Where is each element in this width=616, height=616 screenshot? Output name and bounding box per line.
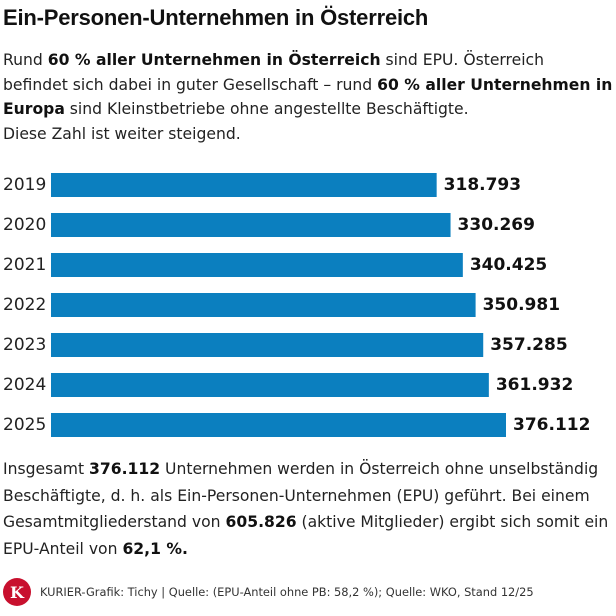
summary-text-part: (aktive Mitglieder) ergibt sich somit ei… (3, 513, 609, 558)
intro-text: Rund 60 % aller Unternehmen in Österreic… (3, 48, 613, 146)
value-label: 357.285 (490, 335, 567, 355)
year-label: 2023 (3, 335, 46, 355)
summary-highlight-members: 605.826 (225, 513, 297, 531)
bar-2022 (51, 293, 476, 317)
summary-highlight-share: 62,1 %. (122, 539, 188, 558)
intro-highlight-europe: 60 % aller Unternehmen in Europa (3, 75, 613, 119)
summary-text: Insgesamt 376.112 Unternehmen werden in … (3, 456, 613, 562)
year-label: 2024 (3, 375, 46, 395)
intro-text-part: Rund (3, 51, 48, 69)
year-label: 2020 (3, 215, 46, 235)
value-label: 350.981 (483, 295, 560, 315)
bar-2020 (51, 213, 451, 237)
value-label: 330.269 (458, 215, 535, 235)
value-label: 318.793 (444, 175, 521, 195)
year-label: 2019 (3, 175, 46, 195)
bar-2019 (51, 173, 437, 197)
bar-2023 (51, 333, 484, 357)
summary-text-part: Insgesamt (3, 460, 90, 478)
bar-2024 (51, 373, 489, 397)
bar-2025 (51, 413, 506, 437)
page-title: Ein-Personen-Unternehmen in Österreich (3, 5, 429, 30)
year-label: 2022 (3, 295, 46, 315)
year-label: 2021 (3, 255, 46, 275)
bar-2021 (51, 253, 463, 277)
value-label: 361.932 (496, 375, 573, 395)
intro-text-part: sind EPU. Österreich befindet sich dabei… (3, 51, 545, 94)
summary-text-part: Unternehmen werden in Österreich ohne un… (3, 460, 599, 531)
summary-highlight-total: 376.112 (89, 460, 161, 478)
footer: K KURIER-Grafik: Tichy | Quelle: (EPU-An… (3, 577, 613, 607)
year-label: 2025 (3, 415, 46, 435)
value-label: 340.425 (470, 255, 547, 275)
intro-text-part: Diese Zahl ist weiter steigend. (3, 124, 241, 143)
intro-text-part: sind Kleinstbetriebe ohne angestellte Be… (64, 100, 469, 118)
kurier-logo: K (3, 578, 31, 606)
intro-highlight-austria: 60 % aller Unternehmen in Österreich (47, 51, 381, 69)
source-credit: KURIER-Grafik: Tichy | Quelle: (EPU-Ante… (40, 585, 534, 599)
value-label: 376.112 (513, 415, 590, 435)
bar-chart: 2019 318.793 2020 330.269 2021 340.425 2022 350… (3, 173, 590, 437)
